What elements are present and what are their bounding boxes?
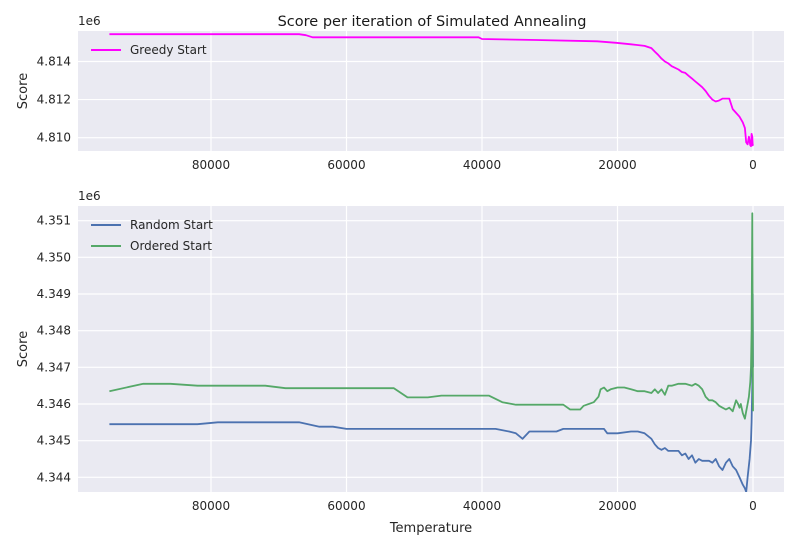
y-tick-label: 4.347	[37, 360, 71, 374]
y-tick-label: 4.810	[37, 131, 71, 145]
x-tick-label: 20000	[598, 158, 636, 172]
y-offset-label: 1e6	[78, 14, 101, 28]
x-axis-label: Temperature	[389, 521, 472, 536]
y-tick-label: 4.351	[37, 214, 71, 228]
x-tick-label: 0	[749, 158, 757, 172]
x-tick-label: 20000	[598, 499, 636, 513]
figure-title: Score per iteration of Simulated Anneali…	[278, 14, 587, 30]
top-axes: 4.810 4.812 4.814 80000 60000 40000 20000 0 1e6 S…	[16, 14, 784, 172]
y-tick-label: 4.348	[37, 324, 71, 338]
y-tick-label: 4.812	[37, 93, 71, 107]
y-tick-label: 4.349	[37, 287, 71, 301]
x-tick-label: 60000	[327, 499, 365, 513]
plot-area	[78, 31, 784, 151]
x-tick-label: 80000	[192, 158, 230, 172]
y-tick-label: 4.814	[37, 54, 71, 68]
legend-label: Random Start	[130, 218, 213, 232]
series-line-greedy	[109, 33, 754, 148]
x-tick-label: 0	[749, 499, 757, 513]
y-axis-label: Score	[16, 331, 31, 367]
plot-area	[78, 206, 784, 492]
y-tick-label: 4.350	[37, 250, 71, 264]
x-tick-label: 40000	[463, 499, 501, 513]
y-tick-label: 4.344	[37, 470, 71, 484]
legend-label: Ordered Start	[130, 239, 212, 253]
x-tick-label: 60000	[327, 158, 365, 172]
bottom-axes: 4.344 4.345 4.346 4.347 4.348 4.349 4.350 4.351…	[16, 189, 784, 536]
series-line-ordered	[109, 212, 754, 420]
x-tick-label: 80000	[192, 499, 230, 513]
y-tick-label: 4.345	[37, 434, 71, 448]
series-line-random	[109, 293, 754, 492]
x-tick-label: 40000	[463, 158, 501, 172]
y-offset-label: 1e6	[78, 189, 101, 203]
y-tick-label: 4.346	[37, 397, 71, 411]
y-axis-label: Score	[16, 73, 31, 109]
legend-label: Greedy Start	[130, 43, 207, 57]
